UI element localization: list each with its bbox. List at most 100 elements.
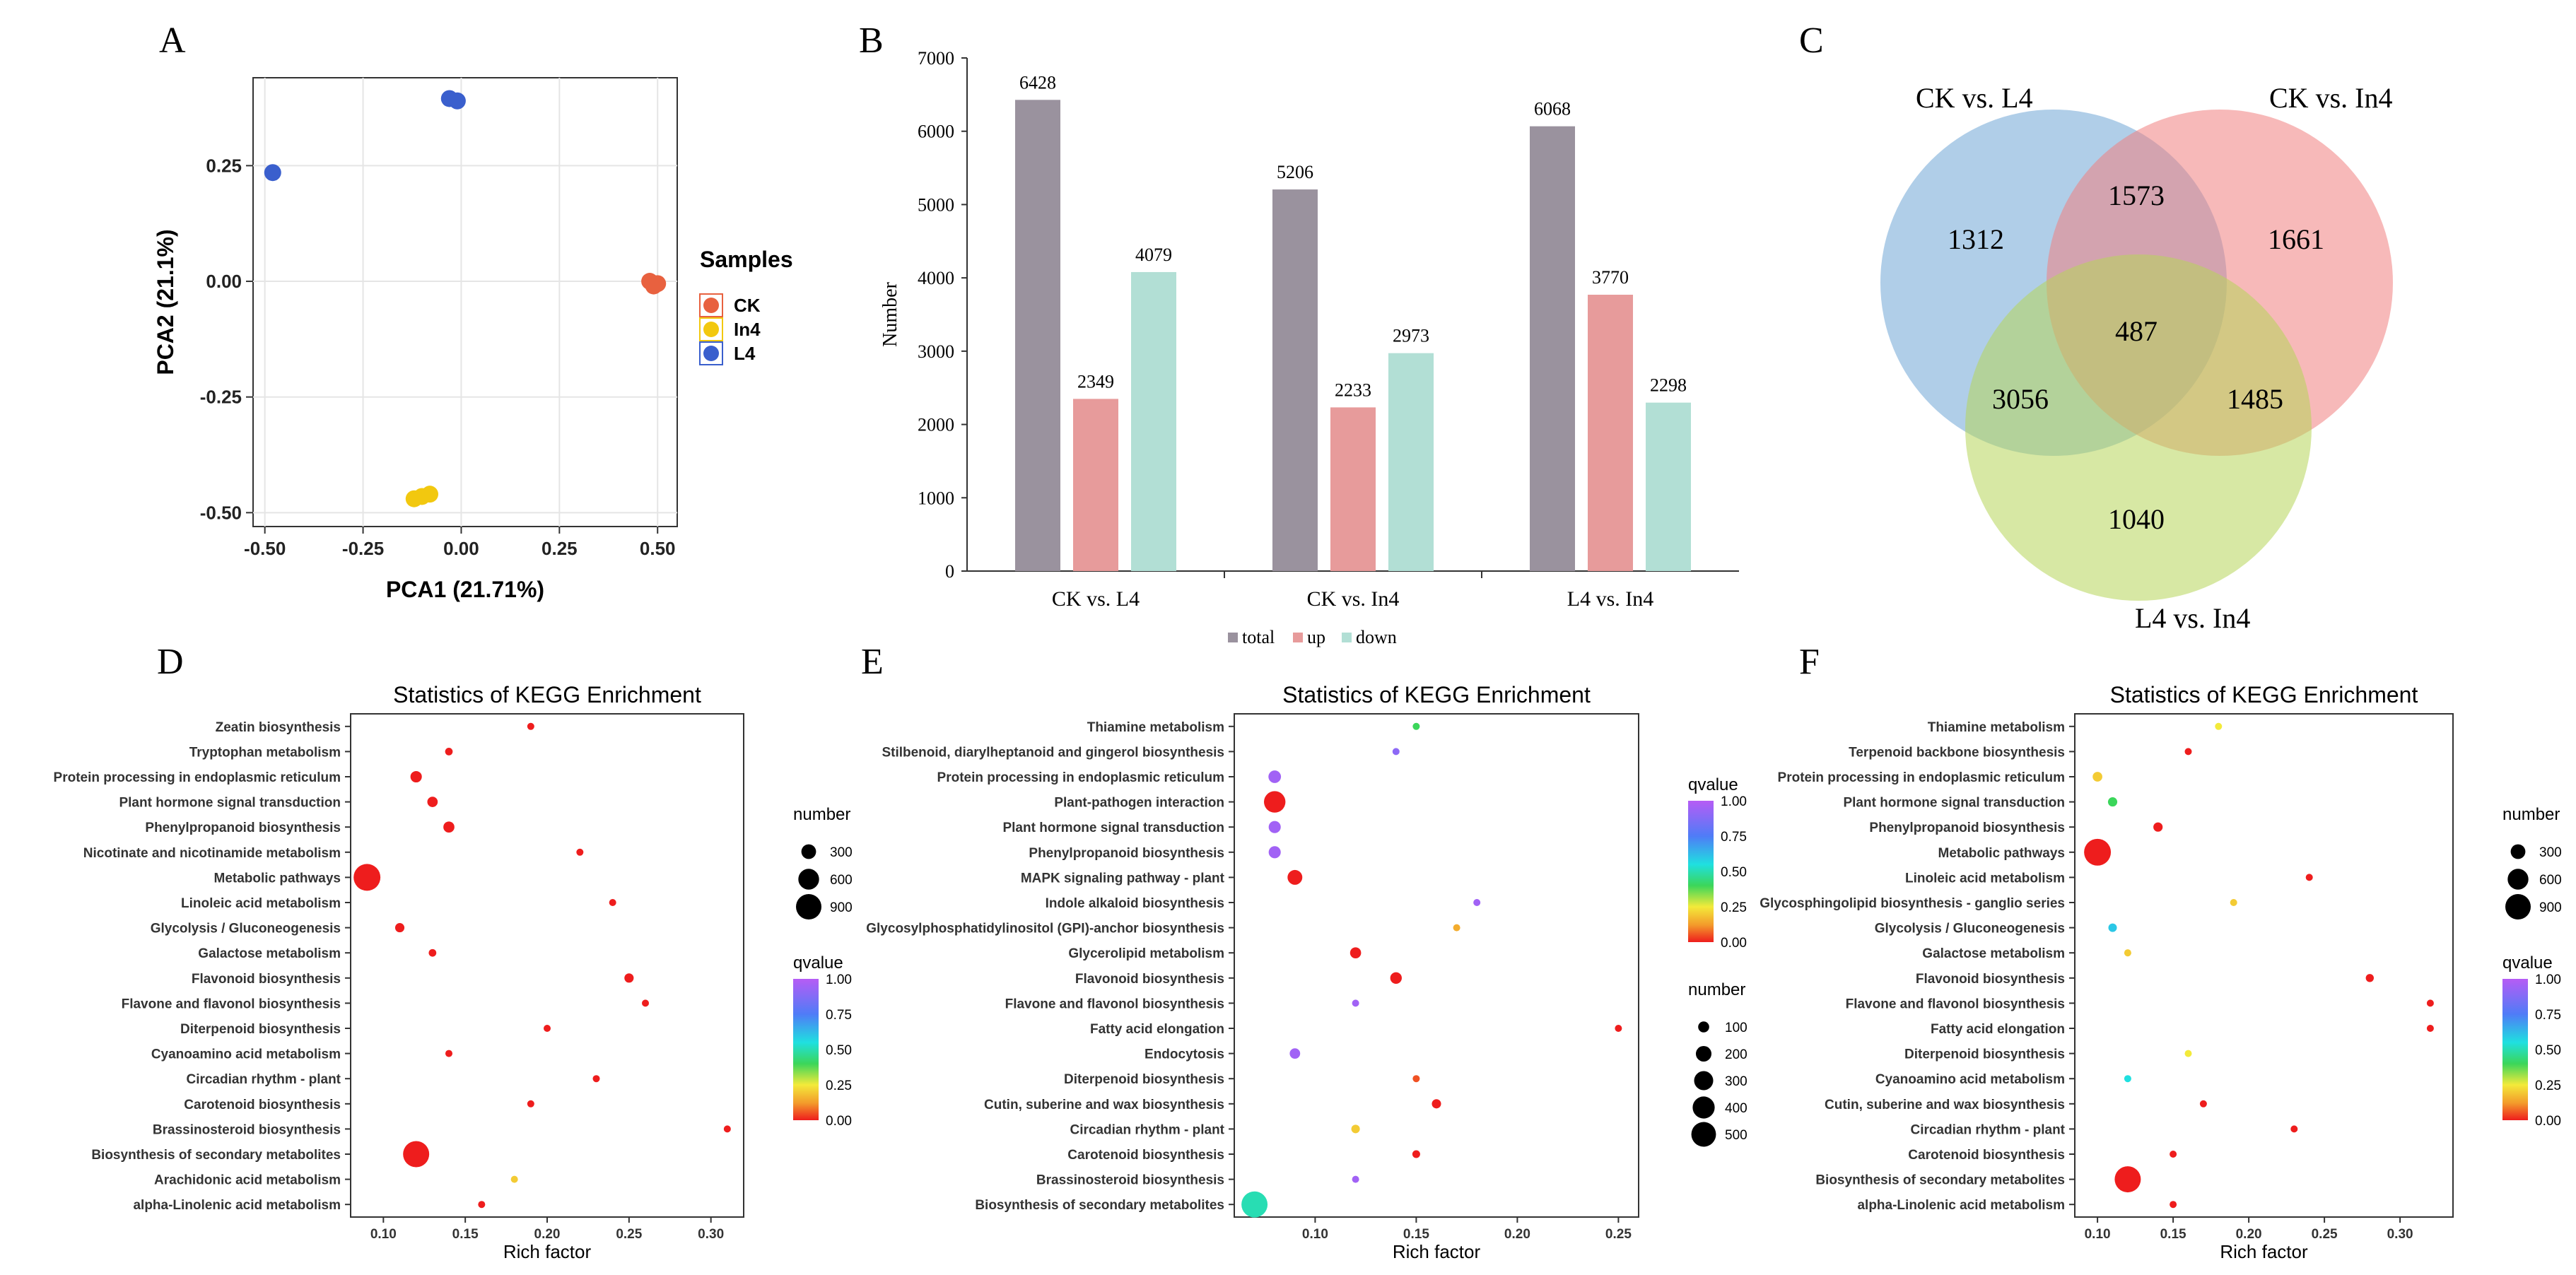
- kegg-pathway-label: Glycosphingolipid biosynthesis - ganglio…: [1760, 896, 2065, 911]
- kegg-pathway-label: Cutin, suberine and wax biosynthesis: [1825, 1098, 2065, 1112]
- kegg-pathway-label: Glycerolipid metabolism: [1068, 946, 1224, 961]
- bar-y-tick-label: 7000: [918, 48, 954, 69]
- kegg-size-legend-label: 300: [2539, 845, 2562, 860]
- kegg-size-legend-label: 400: [1725, 1101, 1747, 1116]
- kegg-pathway-label: Flavone and flavonol biosynthesis: [1846, 997, 2065, 1011]
- kegg-color-bar: [2502, 979, 2528, 1120]
- kegg-pathway-label: Brassinosteroid biosynthesis: [153, 1122, 341, 1137]
- kegg-pathway-label: Glycosylphosphatidylinositol (GPI)-ancho…: [866, 922, 1224, 936]
- kegg-pathway-label: Phenylpropanoid biosynthesis: [1029, 846, 1224, 861]
- kegg-bubble: [2426, 1025, 2434, 1032]
- kegg-x-tick-label: 0.15: [452, 1227, 479, 1242]
- kegg-color-legend-label: 0.25: [1721, 900, 1747, 915]
- kegg-bubble: [1615, 1025, 1622, 1032]
- kegg-bubble: [1392, 748, 1400, 756]
- kegg-x-tick-label: 0.10: [2085, 1227, 2111, 1242]
- bar-y-tick-label: 2000: [918, 415, 954, 435]
- venn-region-count: 1661: [2268, 223, 2324, 255]
- kegg-pathway-label: Diterpenoid biosynthesis: [1064, 1072, 1224, 1087]
- venn-region-count: 487: [2115, 315, 2158, 347]
- pca-legend-swatch-in4: [703, 322, 719, 337]
- kegg-size-legend-dot: [796, 894, 821, 919]
- kegg-bubble: [527, 1100, 534, 1107]
- kegg-bubble: [2199, 1100, 2207, 1107]
- kegg-x-tick-label: 0.20: [2236, 1227, 2262, 1242]
- kegg-bubble: [1351, 1124, 1360, 1134]
- kegg-bubble: [2365, 974, 2374, 982]
- kegg-bubble: [445, 748, 453, 756]
- bar-value-label: 2298: [1650, 375, 1687, 396]
- kegg-pathway-label: Indole alkaloid biosynthesis: [1046, 896, 1224, 911]
- kegg-color-bar: [1688, 801, 1714, 942]
- kegg-pathway-label: Cutin, suberine and wax biosynthesis: [984, 1098, 1224, 1112]
- kegg-bubble: [428, 948, 437, 957]
- kegg-color-legend-title: qvalue: [2502, 953, 2553, 973]
- kegg-color-legend-label: 0.50: [2535, 1043, 2561, 1058]
- kegg-pathway-label: Phenylpropanoid biosynthesis: [145, 821, 341, 835]
- kegg-enrichment-d: Statistics of KEGG Enrichment Zeatin bios…: [54, 682, 853, 1262]
- kegg-color-legend-title: qvalue: [1688, 775, 1738, 794]
- pca-plot-frame: [252, 77, 678, 527]
- bar-value-label: 5206: [1277, 162, 1313, 182]
- kegg-pathway-label: Thiamine metabolism: [1087, 720, 1224, 735]
- kegg-bubble: [1263, 791, 1286, 813]
- kegg-bubble: [410, 770, 422, 783]
- kegg-size-legend-dot: [1694, 1071, 1714, 1091]
- kegg-title: Statistics of KEGG Enrichment: [393, 682, 701, 707]
- kegg-x-tick-label: 0.10: [370, 1227, 397, 1242]
- kegg-size-legend-label: 100: [1725, 1021, 1747, 1035]
- kegg-bubble: [2290, 1125, 2298, 1133]
- bar-category-label: CK vs. In4: [1307, 587, 1400, 611]
- bar-value-label: 2973: [1393, 326, 1429, 346]
- venn-circle-3: [1965, 254, 2312, 601]
- kegg-plot-frame: [2074, 713, 2454, 1218]
- kegg-pathway-label: Diterpenoid biosynthesis: [1904, 1047, 2065, 1062]
- bar-down: [1131, 271, 1176, 571]
- kegg-bubble: [2170, 1151, 2177, 1158]
- kegg-size-legend-label: 600: [830, 873, 853, 888]
- kegg-bubble: [1268, 846, 1281, 859]
- kegg-x-tick-label: 0.30: [698, 1227, 724, 1242]
- kegg-pathway-label: Phenylpropanoid biosynthesis: [1869, 821, 2065, 835]
- venn-region-count: 1312: [1948, 223, 2004, 255]
- kegg-bubble: [2084, 838, 2112, 866]
- kegg-color-legend-label: 0.50: [826, 1043, 852, 1058]
- kegg-pathway-label: Metabolic pathways: [214, 871, 341, 886]
- pca-point-l4: [264, 164, 281, 182]
- kegg-plot-frame: [1234, 713, 1639, 1218]
- bar-legend-swatch-up: [1293, 633, 1303, 642]
- kegg-pathway-label: Flavone and flavonol biosynthesis: [122, 997, 341, 1011]
- kegg-x-axis-label: Rich factor: [1393, 1241, 1481, 1262]
- pca-legend-label: CK: [734, 295, 761, 316]
- kegg-x-tick-label: 0.25: [616, 1227, 642, 1242]
- kegg-pathway-label: Nicotinate and nicotinamide metabolism: [83, 846, 341, 861]
- venn-region-count: 1040: [2108, 503, 2165, 535]
- kegg-pathway-label: Metabolic pathways: [1938, 846, 2066, 861]
- pca-y-tick-label: -0.25: [200, 387, 242, 408]
- kegg-pathway-label: Flavone and flavonol biosynthesis: [1005, 997, 1224, 1011]
- pca-y-tick-label: 0.00: [206, 271, 242, 292]
- bar-y-tick-label: 1000: [918, 488, 954, 508]
- kegg-color-legend-label: 0.75: [826, 1008, 852, 1023]
- bar-down: [1646, 402, 1691, 571]
- kegg-bubble: [478, 1201, 486, 1209]
- kegg-pathway-label: Fatty acid elongation: [1931, 1022, 2065, 1037]
- bar-category-label: CK vs. L4: [1052, 587, 1140, 611]
- pca-x-tick-label: -0.50: [244, 538, 286, 559]
- kegg-size-legend-label: 300: [830, 845, 853, 860]
- kegg-bubble: [353, 864, 381, 891]
- kegg-color-legend-title: qvalue: [793, 953, 843, 973]
- kegg-pathway-label: Stilbenoid, diarylheptanoid and gingerol…: [882, 745, 1224, 760]
- kegg-pathway-label: Arachidonic acid metabolism: [154, 1173, 341, 1188]
- kegg-bubble: [1268, 770, 1282, 783]
- kegg-pathway-label: Circadian rhythm - plant: [1910, 1122, 2065, 1137]
- kegg-bubble: [2184, 1050, 2192, 1057]
- kegg-bubble: [1412, 722, 1420, 730]
- kegg-bubble: [1241, 1191, 1268, 1218]
- kegg-x-tick-label: 0.20: [1504, 1227, 1530, 1242]
- kegg-pathway-label: Carotenoid biosynthesis: [1067, 1148, 1224, 1163]
- kegg-bubble: [2170, 1201, 2177, 1209]
- kegg-bubble: [527, 722, 534, 730]
- kegg-bubble: [2153, 822, 2163, 832]
